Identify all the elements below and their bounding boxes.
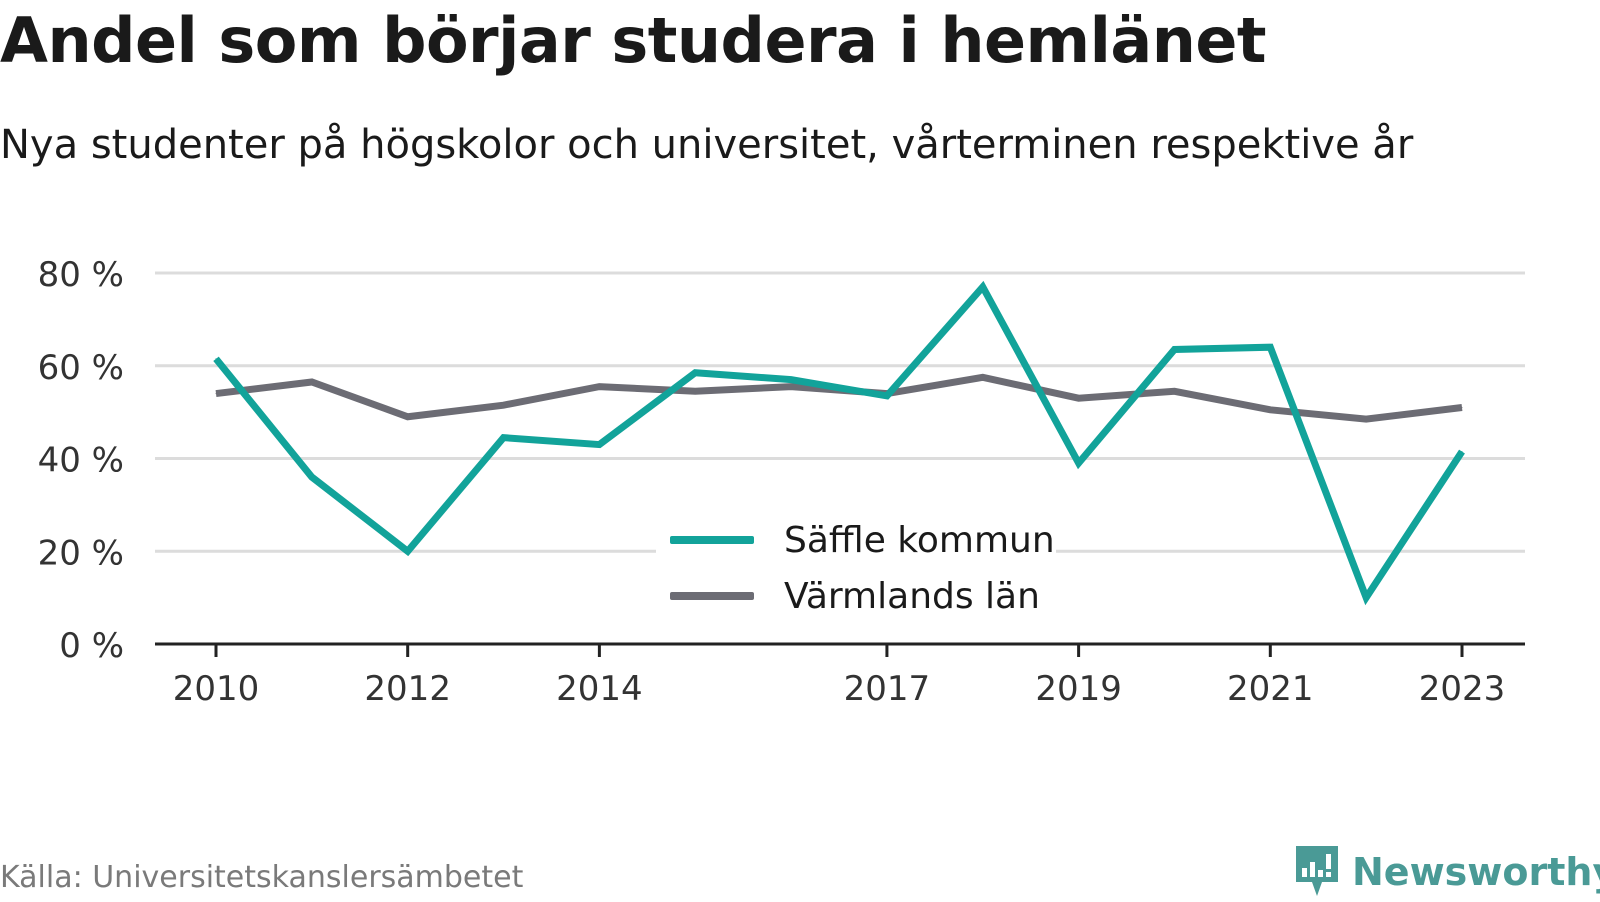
legend-swatch-varmland bbox=[670, 592, 754, 600]
data-point bbox=[407, 416, 409, 418]
legend-label-varmland: Värmlands län bbox=[784, 575, 1040, 617]
series-line-varmland bbox=[215, 373, 1463, 423]
data-point bbox=[982, 286, 984, 288]
legend-item-varmland[interactable]: Värmlands län bbox=[656, 568, 1056, 624]
data-point bbox=[694, 390, 696, 392]
brand-name: Newsworthy bbox=[1352, 850, 1600, 894]
data-point bbox=[694, 372, 696, 374]
series-line-saffle bbox=[213, 280, 1465, 606]
y-tick-label: 40 % bbox=[38, 441, 124, 481]
data-point bbox=[886, 395, 888, 397]
data-point bbox=[1269, 346, 1271, 348]
data-point bbox=[1173, 349, 1175, 351]
data-point bbox=[215, 358, 217, 360]
data-point bbox=[1173, 390, 1175, 392]
series-lines bbox=[213, 280, 1465, 606]
data-point bbox=[982, 376, 984, 378]
legend-swatch-saffle bbox=[670, 536, 754, 544]
data-point bbox=[1461, 451, 1463, 453]
y-tick-label: 0 % bbox=[59, 626, 124, 666]
x-tick-label: 2010 bbox=[173, 669, 260, 709]
y-tick-label: 60 % bbox=[38, 348, 124, 388]
data-point bbox=[1078, 462, 1080, 464]
chart-title: Andel som börjar studera i hemlänet bbox=[0, 4, 1267, 77]
y-tick-label: 80 % bbox=[38, 255, 124, 295]
legend: Säffle kommun Värmlands län bbox=[656, 508, 1056, 626]
data-point bbox=[311, 476, 313, 478]
data-point bbox=[1365, 597, 1367, 599]
y-tick-label: 20 % bbox=[38, 533, 124, 573]
newsworthy-logo-icon bbox=[1296, 846, 1338, 896]
data-point bbox=[598, 444, 600, 446]
x-tick-label: 2012 bbox=[364, 669, 451, 709]
y-axis-tick-labels: 0 % 20 % 40 % 60 % 80 % bbox=[38, 255, 124, 666]
data-point bbox=[407, 550, 409, 552]
x-tick-label: 2021 bbox=[1227, 669, 1314, 709]
chart-subtitle: Nya studenter på högskolor och universit… bbox=[0, 122, 1414, 168]
source-note: Källa: Universitetskanslersämbetet bbox=[0, 860, 524, 895]
data-point bbox=[790, 379, 792, 381]
data-point bbox=[1461, 406, 1463, 408]
x-tick-label: 2017 bbox=[844, 669, 931, 709]
x-tick-label: 2019 bbox=[1035, 669, 1122, 709]
data-point bbox=[790, 386, 792, 388]
x-tick-label: 2014 bbox=[556, 669, 643, 709]
legend-label-saffle: Säffle kommun bbox=[784, 519, 1055, 561]
data-point bbox=[1269, 409, 1271, 411]
data-point bbox=[1078, 397, 1080, 399]
data-point bbox=[503, 437, 505, 439]
data-point bbox=[1365, 418, 1367, 420]
data-point bbox=[503, 404, 505, 406]
data-point bbox=[215, 393, 217, 395]
brand-logo[interactable]: Newsworthy bbox=[1292, 842, 1600, 902]
legend-item-saffle[interactable]: Säffle kommun bbox=[656, 512, 1056, 568]
data-point bbox=[311, 381, 313, 383]
x-tick-label: 2023 bbox=[1419, 669, 1506, 709]
x-axis: 2010 2012 2014 2017 2019 2021 2023 bbox=[155, 642, 1525, 709]
data-point bbox=[598, 386, 600, 388]
